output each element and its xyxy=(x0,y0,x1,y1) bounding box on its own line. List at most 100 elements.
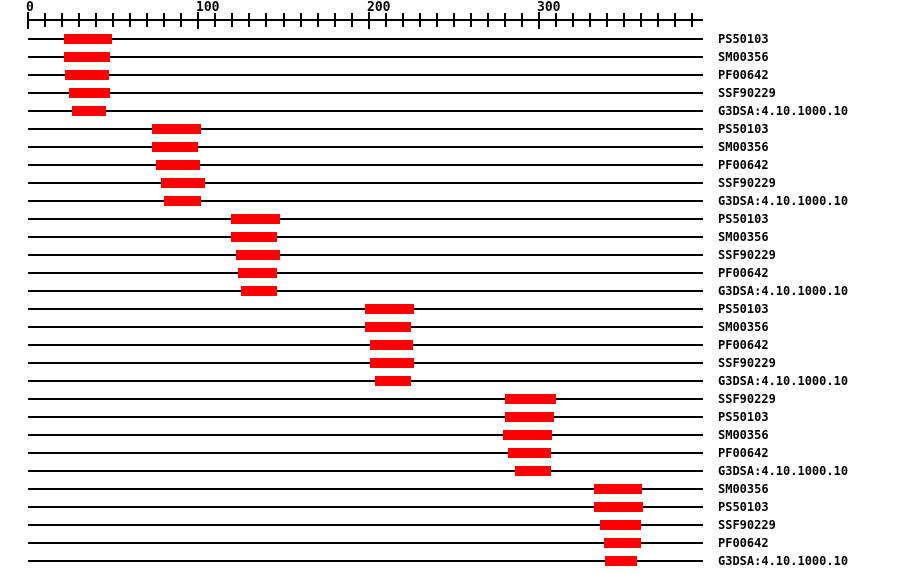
ruler-minor-tick xyxy=(265,13,267,27)
signature-id-label: PS50103 xyxy=(718,212,769,226)
ruler-minor-tick xyxy=(78,13,80,27)
domain-match-bar xyxy=(236,250,280,260)
signature-id-label: G3DSA:4.10.1000.10 xyxy=(718,284,849,298)
sequence-line xyxy=(28,164,703,166)
ruler-minor-tick xyxy=(351,13,353,27)
domain-match-bar xyxy=(238,268,277,278)
signature-id-label: SSF90229 xyxy=(718,86,776,100)
domain-match-bar xyxy=(375,376,411,386)
signature-id-label: SSF90229 xyxy=(718,392,776,406)
ruler-minor-tick xyxy=(214,13,216,27)
signature-id-label: PS50103 xyxy=(718,302,769,316)
sequence-line xyxy=(28,452,703,454)
ruler-minor-tick xyxy=(657,13,659,27)
signature-id-label: SM00356 xyxy=(718,50,769,64)
ruler-minor-tick xyxy=(180,13,182,27)
signature-id-label: G3DSA:4.10.1000.10 xyxy=(718,374,849,388)
ruler-minor-tick xyxy=(146,13,148,27)
signature-id-label: SSF90229 xyxy=(718,518,776,532)
signature-id-label: SSF90229 xyxy=(718,248,776,262)
domain-match-bar xyxy=(64,52,110,62)
sequence-line xyxy=(28,110,703,112)
ruler-major-tick xyxy=(27,12,29,29)
ruler-minor-tick xyxy=(504,13,506,27)
ruler-tick-label: 200 xyxy=(367,0,391,15)
domain-match-bar xyxy=(505,412,554,422)
domain-match-bar xyxy=(365,304,414,314)
domain-match-bar xyxy=(605,556,637,566)
domain-match-bar xyxy=(152,124,201,134)
domain-match-bar xyxy=(65,70,109,80)
ruler-minor-tick xyxy=(334,13,336,27)
domain-match-bar xyxy=(604,538,641,548)
domain-match-bar xyxy=(161,178,205,188)
sequence-line xyxy=(28,506,703,508)
sequence-line xyxy=(28,470,703,472)
domain-match-bar xyxy=(370,340,413,350)
signature-id-label: SM00356 xyxy=(718,140,769,154)
sequence-line xyxy=(28,434,703,436)
sequence-line xyxy=(28,74,703,76)
ruler-minor-tick xyxy=(572,13,574,27)
sequence-line xyxy=(28,542,703,544)
domain-match-bar xyxy=(69,88,110,98)
ruler-minor-tick xyxy=(589,13,591,27)
ruler-major-tick xyxy=(538,12,540,29)
ruler-major-tick xyxy=(368,12,370,29)
ruler-minor-tick xyxy=(402,13,404,27)
signature-id-label: PF00642 xyxy=(718,446,769,460)
signature-id-label: PS50103 xyxy=(718,410,769,424)
domain-match-bar xyxy=(72,106,106,116)
signature-id-label: PF00642 xyxy=(718,266,769,280)
sequence-line xyxy=(28,524,703,526)
sequence-line xyxy=(28,146,703,148)
ruler-minor-tick xyxy=(317,13,319,27)
sequence-line xyxy=(28,236,703,238)
domain-match-bar xyxy=(64,34,112,44)
signature-id-label: PS50103 xyxy=(718,500,769,514)
ruler-minor-tick xyxy=(691,13,693,27)
ruler-major-tick xyxy=(197,12,199,29)
signature-id-label: SSF90229 xyxy=(718,176,776,190)
ruler-minor-tick xyxy=(61,13,63,27)
ruler-minor-tick xyxy=(248,13,250,27)
signature-id-label: PF00642 xyxy=(718,536,769,550)
sequence-line xyxy=(28,398,703,400)
signature-id-label: PF00642 xyxy=(718,68,769,82)
sequence-line xyxy=(28,200,703,202)
ruler-minor-tick xyxy=(640,13,642,27)
ruler-minor-tick xyxy=(453,13,455,27)
signature-id-label: G3DSA:4.10.1000.10 xyxy=(718,464,849,478)
sequence-line xyxy=(28,344,703,346)
signature-id-label: PF00642 xyxy=(718,158,769,172)
ruler-minor-tick xyxy=(112,13,114,27)
ruler-minor-tick xyxy=(606,13,608,27)
ruler-minor-tick xyxy=(385,13,387,27)
domain-match-bar xyxy=(156,160,200,170)
sequence-line xyxy=(28,56,703,58)
domain-match-bar xyxy=(600,520,641,530)
ruler-minor-tick xyxy=(283,13,285,27)
ruler-minor-tick xyxy=(674,13,676,27)
domain-match-bar xyxy=(231,214,280,224)
domain-match-bar xyxy=(508,448,551,458)
sequence-line xyxy=(28,416,703,418)
ruler-minor-tick xyxy=(95,13,97,27)
ruler-tick-label: 0 xyxy=(26,0,34,15)
ruler-minor-tick xyxy=(487,13,489,27)
ruler-minor-tick xyxy=(623,13,625,27)
signature-id-label: SM00356 xyxy=(718,230,769,244)
domain-match-bar xyxy=(164,196,201,206)
sequence-line xyxy=(28,380,703,382)
ruler-tick-label: 100 xyxy=(196,0,220,15)
ruler-minor-tick xyxy=(231,13,233,27)
signature-id-label: SM00356 xyxy=(718,482,769,496)
domain-match-bar xyxy=(152,142,198,152)
domain-match-bar xyxy=(515,466,551,476)
domain-match-bar xyxy=(231,232,277,242)
sequence-line xyxy=(28,272,703,274)
signature-id-label: G3DSA:4.10.1000.10 xyxy=(718,104,849,118)
sequence-line xyxy=(28,92,703,94)
domain-match-bar xyxy=(503,430,552,440)
ruler-axis-line xyxy=(28,19,703,21)
